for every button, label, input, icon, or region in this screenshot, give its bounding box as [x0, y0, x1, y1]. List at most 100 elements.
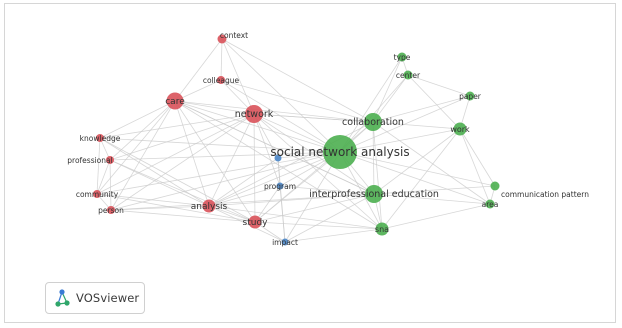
- node-label-sna: sna: [375, 225, 389, 234]
- node-program[interactable]: [276, 182, 284, 190]
- node-network[interactable]: [245, 105, 263, 123]
- node-area[interactable]: [485, 199, 495, 209]
- edge-analysis-professional: [109, 159, 210, 207]
- edge-person-interprofessional-education: [110, 193, 375, 211]
- edge-social-network-analysis-area: [339, 151, 491, 205]
- node-community[interactable]: [93, 190, 101, 198]
- edge-professional-community: [96, 159, 111, 195]
- edge-knowledge-community: [96, 137, 101, 195]
- edge-interprofessional-education-work: [373, 128, 461, 195]
- edge-social-network-analysis-analysis: [208, 151, 341, 207]
- node-label-collaboration: collaboration: [342, 117, 404, 128]
- edge-network-professional: [109, 113, 255, 161]
- node-blue-unlabeled[interactable]: [274, 154, 282, 162]
- node-interprofessional-education[interactable]: [365, 185, 383, 203]
- edge-network-knowledge: [99, 113, 255, 139]
- edge-sna-work: [381, 128, 461, 230]
- edge-work-center: [407, 74, 461, 130]
- node-layer: [93, 34, 500, 246]
- vosviewer-logo[interactable]: VOSviewer: [45, 282, 145, 314]
- node-collaboration[interactable]: [364, 113, 382, 131]
- edge-interprofessional-education-study: [254, 193, 375, 223]
- node-impact[interactable]: [281, 238, 289, 246]
- edge-study-program: [254, 185, 281, 223]
- edge-care-analysis: [174, 100, 210, 207]
- node-social-network-analysis[interactable]: [323, 135, 357, 169]
- edge-interprofessional-education-impact: [284, 193, 375, 243]
- edge-knowledge-professional: [99, 137, 111, 161]
- edge-interprofessional-education-network: [253, 113, 375, 195]
- node-label-type: type: [394, 53, 411, 62]
- edge-network-community: [96, 113, 255, 195]
- edge-care-network: [174, 100, 255, 115]
- edge-network-sna: [253, 113, 383, 230]
- vosviewer-logo-icon: [55, 289, 70, 307]
- edge-study-person: [110, 209, 256, 223]
- vosviewer-logo-text: VOSviewer: [76, 291, 140, 305]
- edge-social-network-analysis-person: [110, 151, 341, 211]
- label-layer: social network analysis collaboration inte…: [67, 31, 589, 247]
- node-label-communication-pattern: communication pattern: [501, 190, 589, 199]
- node-label-knowledge: knowledge: [80, 134, 121, 143]
- edge-care-professional: [109, 100, 176, 161]
- node-center[interactable]: [403, 70, 413, 80]
- node-label-analysis: analysis: [191, 202, 228, 212]
- node-paper[interactable]: [465, 91, 475, 101]
- edge-work-area: [459, 128, 491, 205]
- edge-network-program: [253, 113, 281, 187]
- edge-layer: [96, 38, 496, 243]
- edge-analysis-program: [208, 185, 281, 207]
- edge-social-network-analysis-type: [339, 56, 403, 153]
- node-type[interactable]: [397, 52, 407, 62]
- edge-sna-impact: [284, 228, 383, 243]
- edge-social-network-analysis-professional: [109, 151, 341, 161]
- edge-care-sna: [174, 100, 383, 230]
- node-person[interactable]: [107, 206, 115, 214]
- edge-social-network-analysis-communication-pattern: [339, 151, 496, 187]
- edge-care-community: [96, 100, 176, 195]
- node-label-paper: paper: [459, 92, 482, 101]
- node-sna[interactable]: [375, 222, 389, 236]
- edge-analysis-study: [208, 205, 256, 223]
- edge-social-network-analysis-paper: [339, 95, 471, 153]
- node-label-study: study: [243, 218, 269, 228]
- node-study[interactable]: [248, 215, 262, 229]
- node-label-community: community: [76, 190, 119, 199]
- node-label-person: person: [98, 206, 124, 215]
- edge-collaboration-study: [254, 121, 374, 223]
- node-professional[interactable]: [106, 156, 114, 164]
- edge-network-study: [253, 113, 256, 223]
- node-work[interactable]: [453, 122, 467, 136]
- node-label-care: care: [165, 97, 185, 107]
- node-label-context: context: [220, 31, 248, 40]
- node-care[interactable]: [166, 92, 184, 110]
- edge-analysis-blue-unlabeled: [208, 157, 279, 207]
- edge-sna-analysis: [208, 205, 383, 230]
- edge-social-network-analysis-knowledge: [99, 137, 341, 153]
- node-label-impact: impact: [272, 238, 298, 247]
- edge-colleague-collaboration: [220, 79, 374, 123]
- node-knowledge[interactable]: [96, 134, 104, 142]
- node-colleague[interactable]: [217, 76, 225, 84]
- edge-network-context: [221, 38, 255, 115]
- node-communication-pattern[interactable]: [490, 181, 500, 191]
- edge-collaboration-center: [372, 74, 409, 123]
- edge-sna-study: [254, 221, 383, 230]
- node-label-colleague: colleague: [203, 76, 240, 85]
- node-label-professional: professional: [67, 156, 112, 165]
- edge-sna-area: [381, 203, 491, 230]
- edge-analysis-impact: [208, 205, 286, 243]
- edge-interprofessional-education-area: [373, 193, 491, 205]
- edge-collaboration-paper: [372, 95, 471, 123]
- edge-study-community: [96, 193, 256, 223]
- edge-network-collaboration: [253, 113, 374, 123]
- node-label-interprofessional-education: interprofessional education: [309, 189, 439, 200]
- edge-professional-person: [109, 159, 112, 211]
- node-analysis[interactable]: [202, 199, 216, 213]
- network-map-frame: [4, 3, 616, 323]
- edge-care-person: [110, 100, 176, 211]
- edge-work-communication-pattern: [459, 128, 496, 187]
- node-context[interactable]: [217, 34, 227, 44]
- node-label-center: center: [396, 71, 421, 80]
